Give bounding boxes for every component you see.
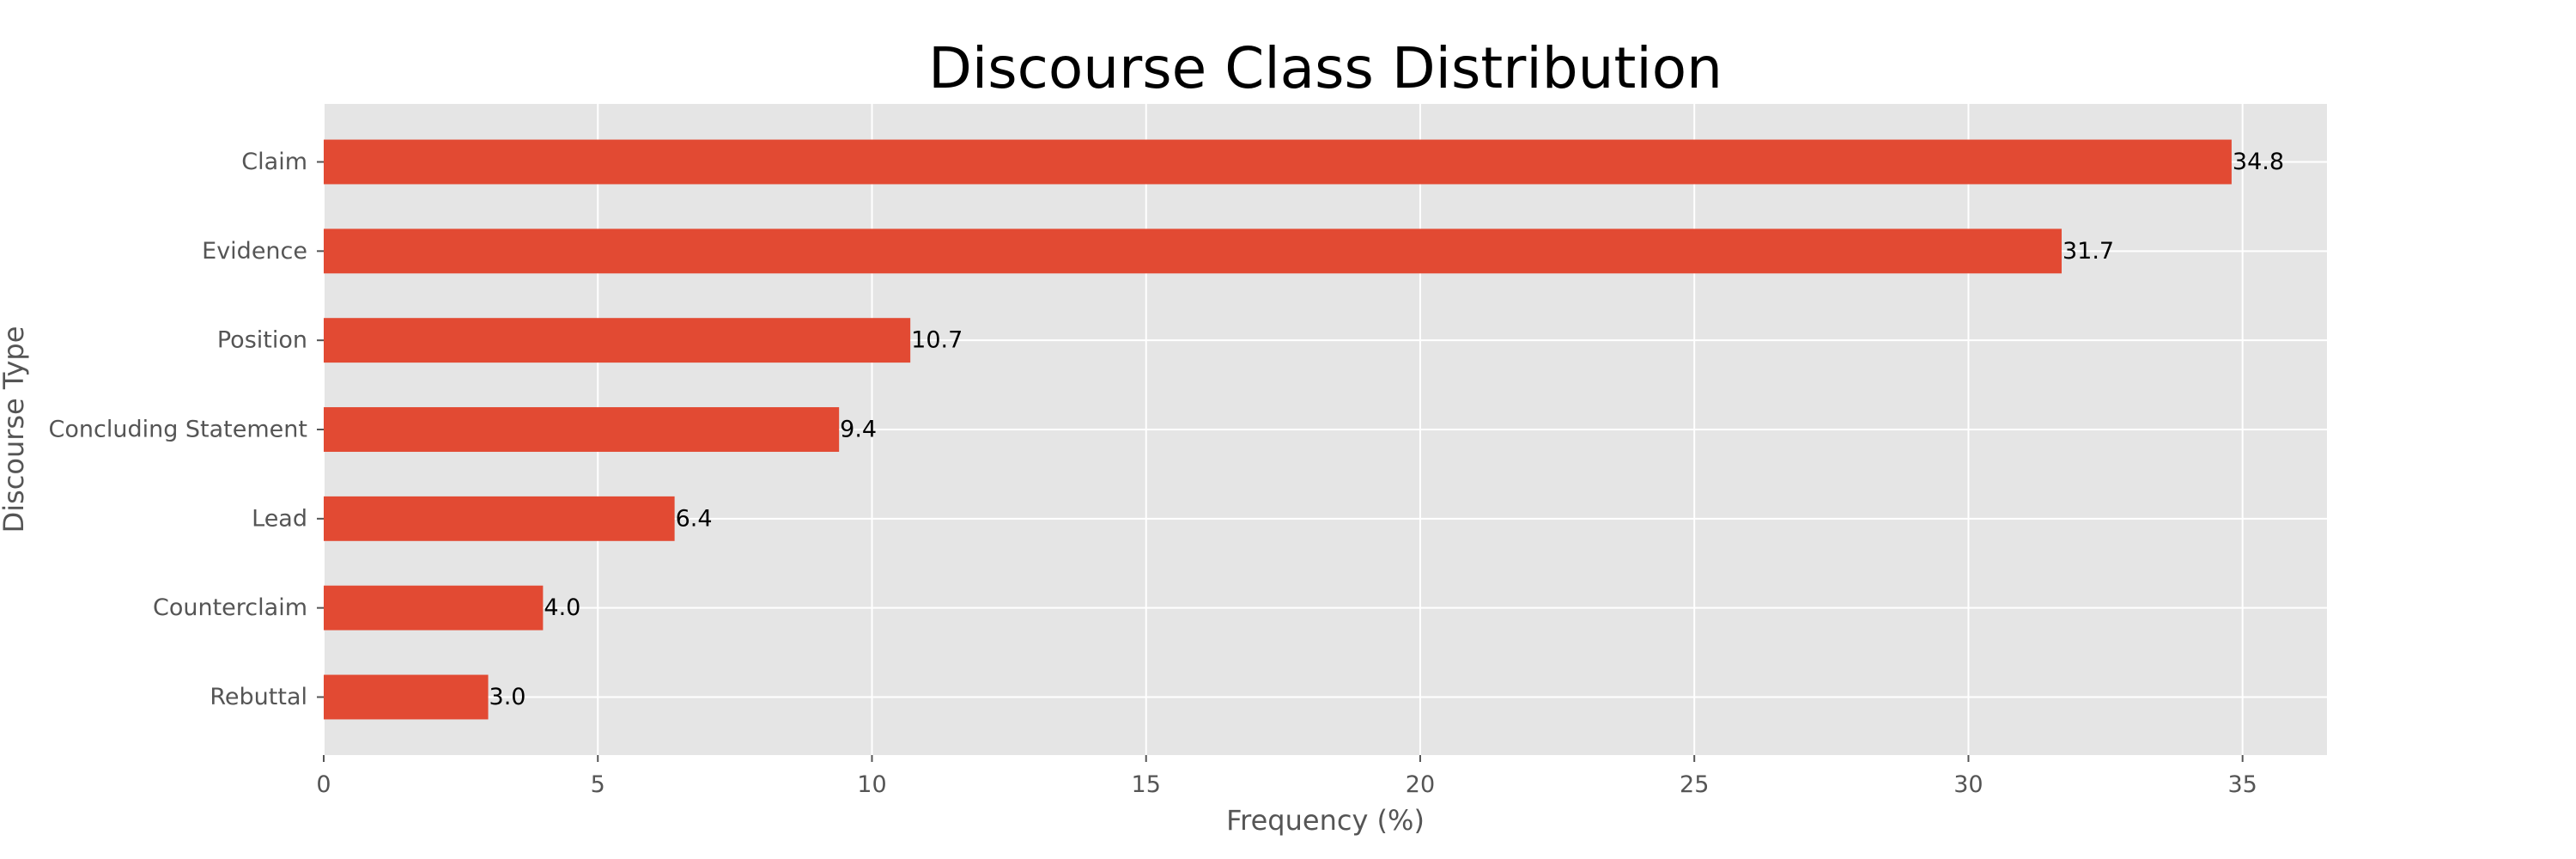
bar-evidence	[324, 228, 2062, 274]
x-tick-label: 30	[1953, 771, 1983, 798]
data-label: 6.4	[676, 505, 713, 532]
x-tick-label: 0	[316, 771, 331, 798]
y-tick-label: Counterclaim	[153, 594, 307, 621]
y-tick-label: Evidence	[202, 238, 307, 265]
x-tick-label: 25	[1680, 771, 1709, 798]
y-tick-label: Lead	[252, 505, 307, 532]
x-tick-label: 35	[2227, 771, 2257, 798]
data-label: 3.0	[489, 684, 526, 710]
bar-rebuttal	[324, 674, 489, 720]
x-axis-label: Frequency (%)	[1226, 804, 1425, 837]
axis-ticks: 0 5 10 15 20 25 30 35 Claim Evidence Position Concl…	[49, 149, 2257, 798]
data-label: 10.7	[911, 327, 963, 354]
y-tick-label: Rebuttal	[210, 684, 307, 710]
data-label: 31.7	[2063, 238, 2114, 265]
y-axis-label: Discourse Type	[0, 326, 30, 533]
bar-claim	[324, 139, 2232, 185]
bar-lead	[324, 496, 675, 541]
y-tick-label: Claim	[241, 149, 307, 175]
data-labels: 34.8 31.7 10.7 9.4 6.4 4.0 3.0	[489, 149, 2284, 710]
data-label: 34.8	[2233, 149, 2284, 175]
y-tick-label: Concluding Statement	[49, 417, 308, 443]
bars	[324, 139, 2232, 720]
bar-concluding-statement	[324, 407, 840, 452]
bar-counterclaim	[324, 585, 544, 631]
x-tick-label: 20	[1406, 771, 1435, 798]
bar-position	[324, 318, 911, 363]
y-tick-label: Position	[217, 327, 307, 354]
x-tick-label: 5	[591, 771, 605, 798]
chart-title: Discourse Class Distribution	[928, 35, 1722, 101]
x-tick-label: 10	[857, 771, 886, 798]
data-label: 4.0	[544, 594, 580, 621]
x-tick-label: 15	[1132, 771, 1161, 798]
data-label: 9.4	[840, 417, 877, 443]
